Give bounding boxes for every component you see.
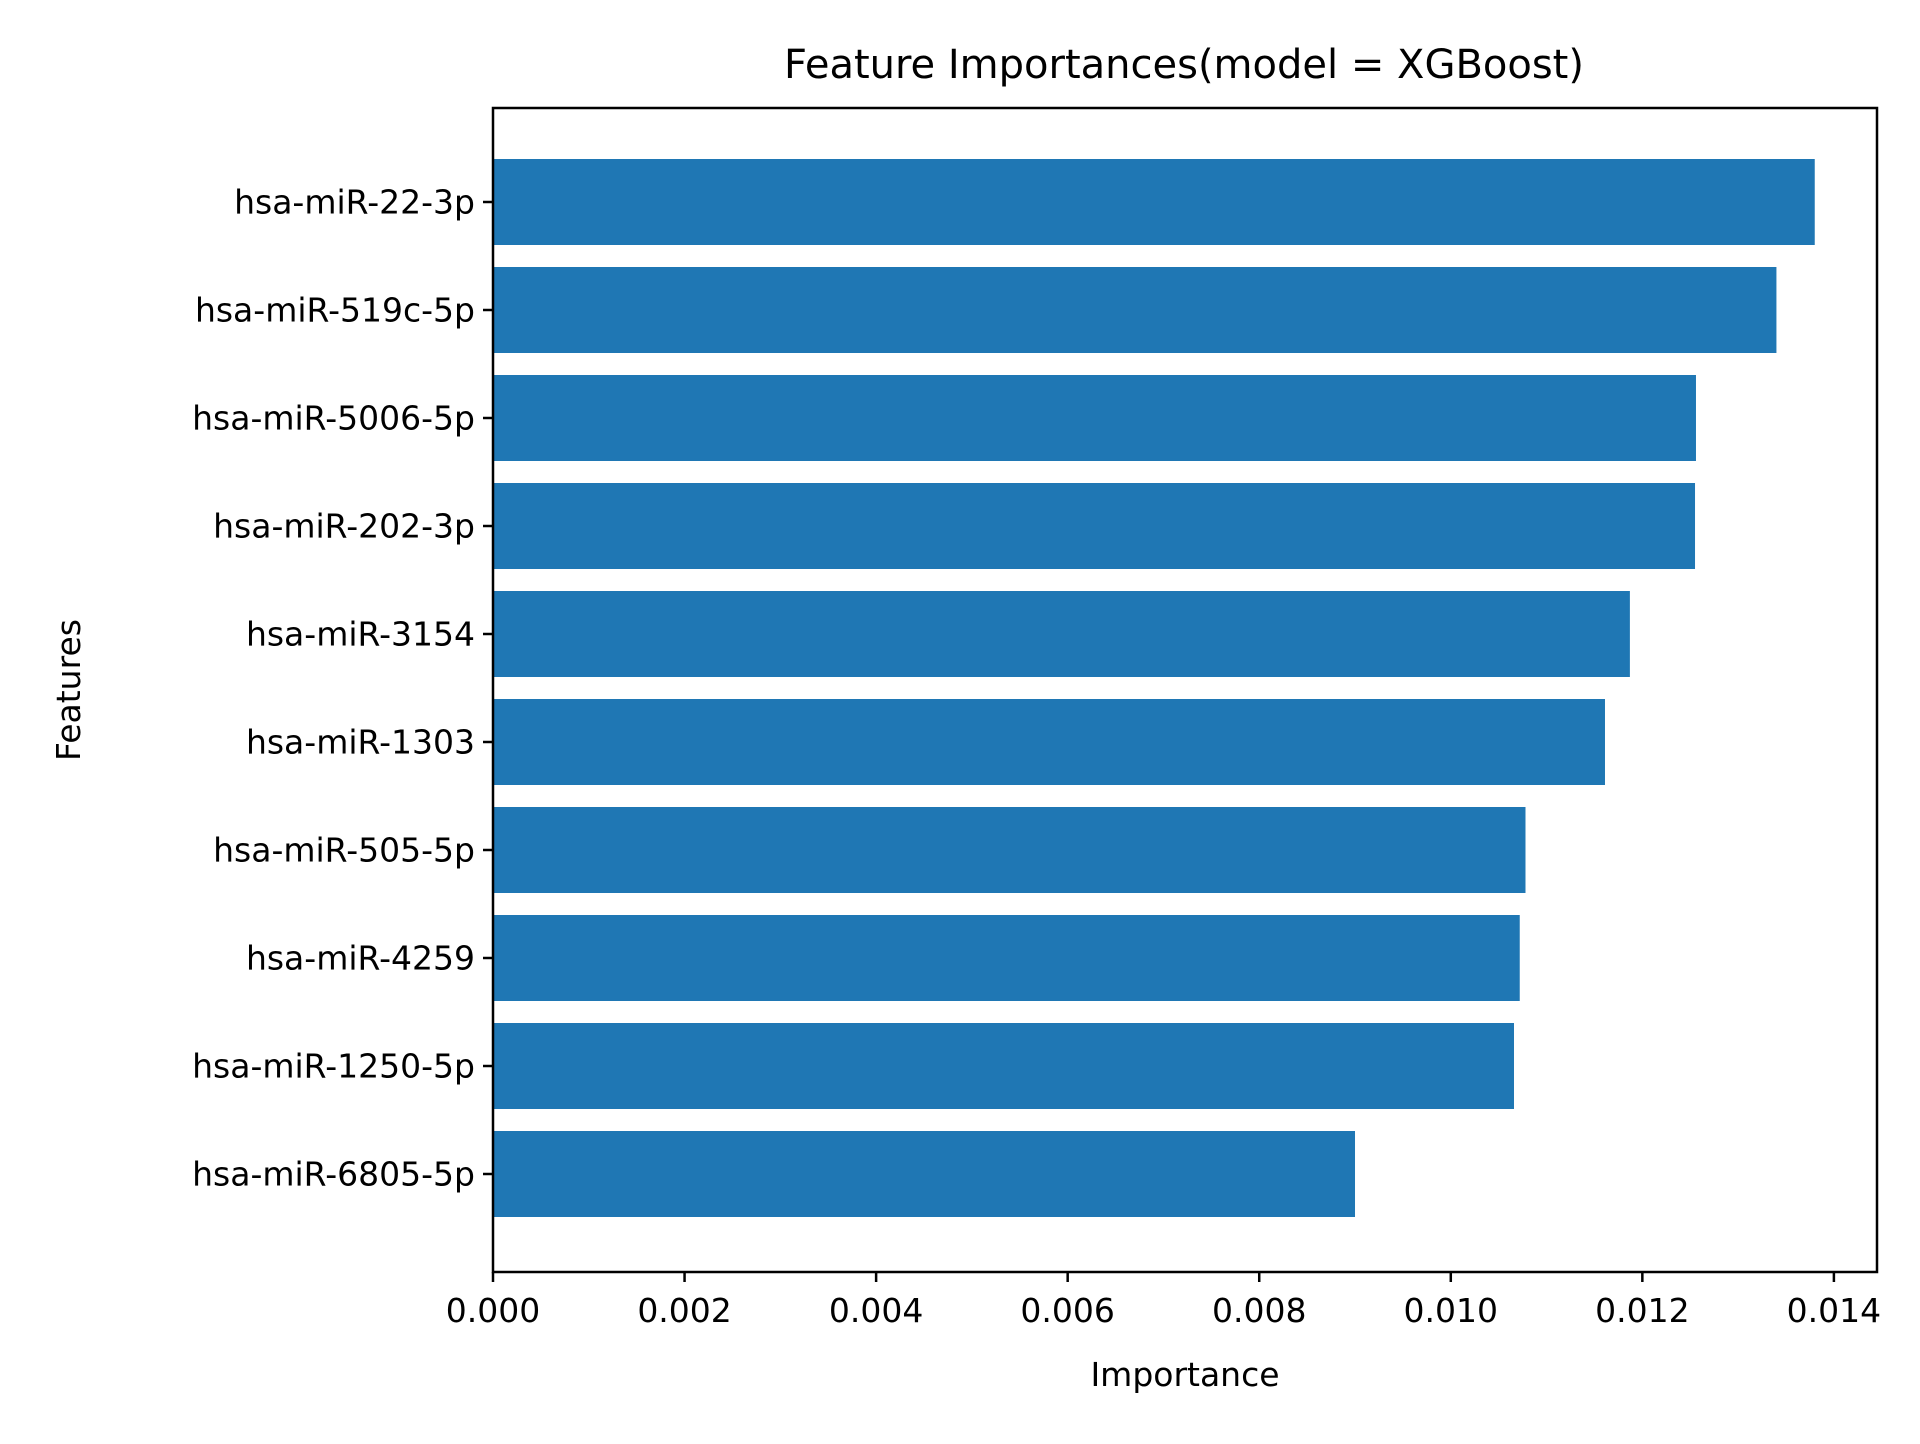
bar-hsa-miR-22-3p (493, 159, 1815, 245)
x-tick-label: 0.008 (1212, 1291, 1306, 1330)
x-tick-label: 0.006 (1020, 1291, 1114, 1330)
y-tick-label: hsa-miR-505-5p (213, 831, 475, 870)
x-tick-label: 0.014 (1787, 1291, 1881, 1330)
y-tick-label: hsa-miR-22-3p (234, 183, 475, 222)
y-tick-label: hsa-miR-202-3p (213, 507, 475, 546)
y-tick-label: hsa-miR-1250-5p (192, 1047, 475, 1086)
bar-hsa-miR-505-5p (493, 807, 1526, 893)
x-tick-label: 0.000 (446, 1291, 540, 1330)
y-tick-label: hsa-miR-519c-5p (195, 291, 475, 330)
bar-hsa-miR-4259 (493, 915, 1520, 1001)
x-tick-label: 0.002 (637, 1291, 731, 1330)
x-tick-label: 0.010 (1404, 1291, 1498, 1330)
x-tick-label: 0.012 (1595, 1291, 1689, 1330)
y-axis-label: Features (49, 619, 88, 761)
x-axis-label: Importance (1090, 1355, 1279, 1394)
bar-hsa-miR-519c-5p (493, 267, 1777, 353)
bar-hsa-miR-6805-5p (493, 1131, 1356, 1217)
bar-hsa-miR-3154 (493, 591, 1630, 677)
bar-hsa-miR-5006-5p (493, 375, 1696, 461)
plot-frame (491, 106, 1879, 1274)
y-axis-ticks: hsa-miR-22-3p hsa-miR-519c-5p hsa-miR-5006… (192, 183, 493, 1194)
y-tick-label: hsa-miR-1303 (246, 723, 475, 762)
y-tick-label: hsa-miR-5006-5p (192, 399, 475, 438)
y-tick-label: hsa-miR-6805-5p (192, 1155, 475, 1194)
bar-hsa-miR-1250-5p (493, 1023, 1514, 1109)
bar-hsa-miR-202-3p (493, 483, 1696, 569)
chart-title: Feature Importances(model = XGBoost) (784, 42, 1584, 88)
bar-hsa-miR-1303 (493, 699, 1605, 785)
bars-layer (493, 159, 1815, 1217)
y-tick-label: hsa-miR-3154 (246, 615, 475, 654)
y-tick-label: hsa-miR-4259 (246, 939, 475, 978)
x-axis-ticks: 0.000 0.002 0.004 0.006 0.008 0.010 0.012 0.014 (446, 1272, 1881, 1330)
x-tick-label: 0.004 (829, 1291, 923, 1330)
